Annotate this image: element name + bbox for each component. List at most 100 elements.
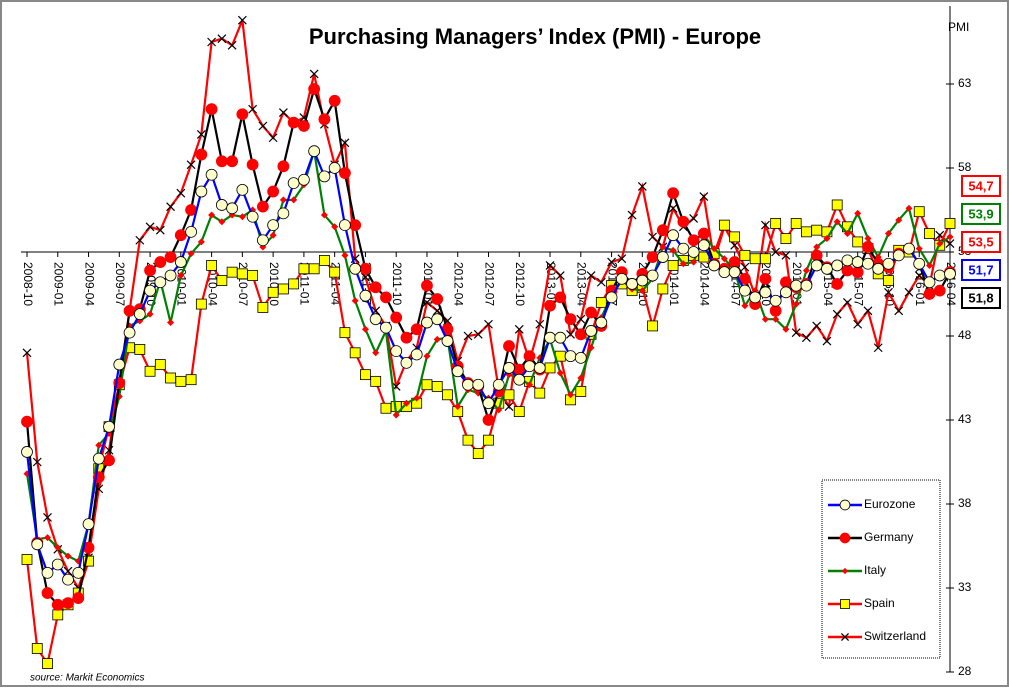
- point: [267, 219, 280, 232]
- point: [720, 255, 728, 263]
- x-tick-label: 2013-04: [575, 262, 589, 306]
- point: [433, 335, 441, 343]
- point: [176, 188, 186, 198]
- point: [410, 323, 423, 336]
- y-tick-label: 28: [958, 664, 972, 678]
- point: [22, 348, 32, 358]
- point: [687, 234, 700, 247]
- point: [699, 192, 709, 201]
- point: [564, 350, 577, 363]
- end-label: 51,7: [968, 262, 993, 277]
- point: [218, 218, 226, 226]
- point: [133, 308, 146, 321]
- point: [617, 254, 627, 264]
- point: [308, 263, 320, 275]
- x-tick-label: 2011-10: [390, 262, 404, 305]
- point: [780, 276, 792, 289]
- point: [369, 313, 382, 326]
- point: [145, 222, 155, 232]
- point: [208, 211, 216, 219]
- point: [215, 199, 228, 211]
- point: [854, 209, 862, 217]
- point: [256, 200, 269, 213]
- point: [463, 331, 473, 341]
- point: [576, 314, 586, 324]
- point: [841, 567, 849, 575]
- point: [402, 399, 410, 407]
- point: [545, 261, 555, 270]
- point: [811, 224, 823, 236]
- point: [361, 325, 369, 333]
- point: [839, 499, 851, 511]
- legend-label: Eurozone: [864, 497, 916, 511]
- point: [915, 245, 923, 253]
- point: [318, 113, 331, 126]
- point: [729, 231, 741, 243]
- point: [832, 309, 842, 319]
- point: [710, 245, 718, 253]
- point: [503, 340, 515, 352]
- point: [72, 592, 85, 604]
- point: [237, 15, 247, 25]
- point: [923, 288, 936, 300]
- point: [482, 414, 495, 426]
- point: [421, 316, 433, 329]
- point: [648, 232, 658, 242]
- point: [503, 362, 515, 374]
- point: [577, 374, 585, 382]
- point: [687, 246, 700, 258]
- point: [207, 37, 217, 47]
- point: [185, 374, 197, 386]
- point: [31, 538, 44, 551]
- point: [646, 269, 659, 282]
- point: [52, 609, 64, 621]
- legend-box: [821, 479, 941, 659]
- x-tick-label: 2008-10: [21, 262, 35, 306]
- point: [21, 554, 33, 565]
- point: [177, 272, 185, 280]
- point: [390, 345, 403, 358]
- point: [339, 167, 351, 179]
- point: [410, 348, 423, 361]
- point: [667, 260, 679, 271]
- point: [677, 242, 690, 255]
- point: [586, 271, 596, 280]
- point: [514, 324, 524, 334]
- point: [851, 266, 864, 279]
- point: [892, 249, 905, 262]
- point: [697, 239, 710, 252]
- point: [226, 155, 239, 168]
- point: [413, 394, 421, 402]
- point: [54, 544, 62, 552]
- point: [298, 263, 310, 275]
- point: [708, 259, 721, 272]
- point: [175, 375, 187, 387]
- point: [341, 251, 349, 259]
- point: [308, 83, 321, 95]
- point: [43, 513, 52, 522]
- point: [587, 344, 595, 352]
- point: [690, 258, 698, 266]
- point: [718, 266, 731, 279]
- x-tick-label: 2009-07: [113, 262, 127, 306]
- point: [331, 223, 339, 231]
- point: [174, 256, 187, 268]
- point: [278, 108, 288, 117]
- point: [134, 344, 146, 355]
- point: [843, 297, 852, 307]
- point: [258, 121, 268, 131]
- point: [526, 381, 534, 389]
- point: [513, 373, 526, 386]
- point: [451, 365, 464, 378]
- end-label-box: [961, 175, 1001, 197]
- point: [277, 207, 290, 220]
- point: [360, 369, 371, 381]
- point: [677, 215, 690, 228]
- point: [523, 360, 536, 373]
- point: [318, 170, 331, 183]
- point: [72, 566, 85, 579]
- point: [267, 185, 280, 198]
- point: [359, 262, 372, 275]
- point: [21, 415, 33, 428]
- x-tick-label: 2010-01: [175, 262, 189, 306]
